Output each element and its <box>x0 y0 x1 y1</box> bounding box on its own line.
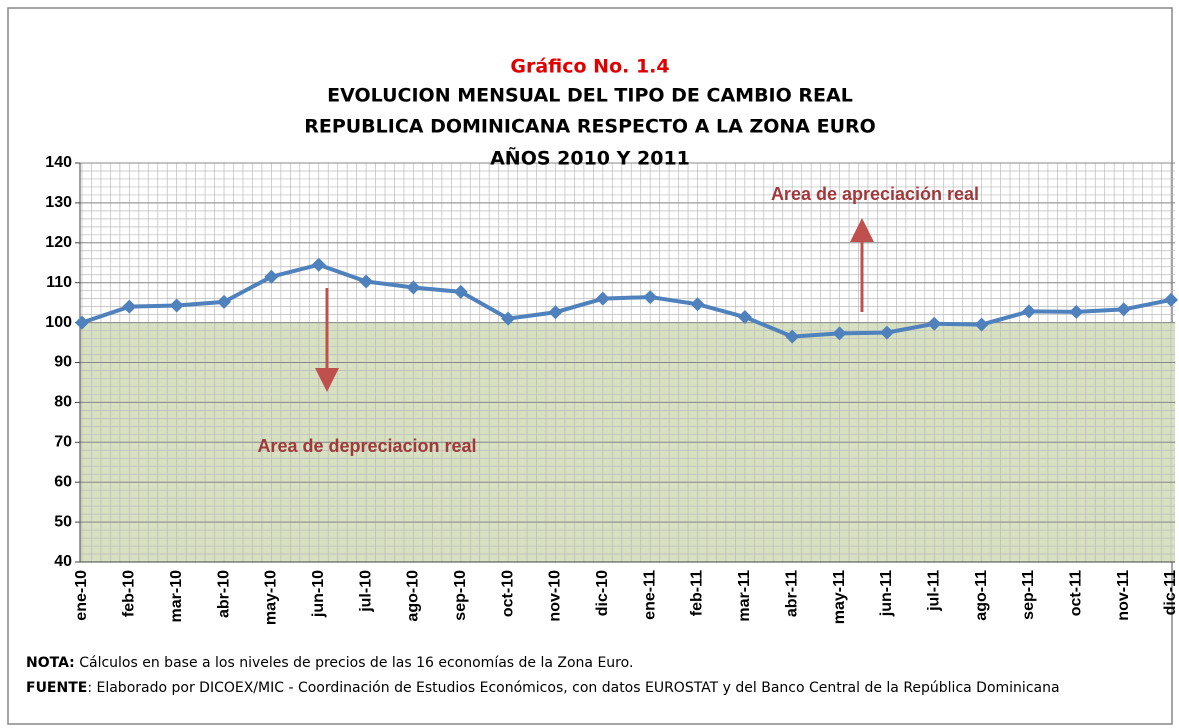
x-tick-label: dic-10 <box>594 570 611 616</box>
data-point <box>974 317 989 332</box>
annotation: Area de depreciacion real <box>257 436 476 456</box>
data-point <box>501 311 516 326</box>
note-label: NOTA: <box>26 655 75 671</box>
y-tick-label: 90 <box>54 354 72 371</box>
data-point <box>264 269 279 284</box>
y-tick-label: 50 <box>54 513 72 530</box>
subtitle: EVOLUCION MENSUAL DEL TIPO DE CAMBIO REA… <box>327 85 853 107</box>
y-tick-label: 100 <box>45 314 72 331</box>
x-tick-label: mar-11 <box>736 570 753 622</box>
note-text: : Elaborado por DICOEX/MIC - Coordinació… <box>87 680 1060 696</box>
x-tick-label: dic-11 <box>1162 570 1179 615</box>
data-point <box>311 257 326 272</box>
x-tick-label: abr-10 <box>215 570 232 618</box>
data-point <box>595 291 610 306</box>
y-tick-label: 140 <box>45 154 72 171</box>
note: NOTA: Cálculos en base a los niveles de … <box>26 651 1146 675</box>
note: FUENTE: Elaborado por DICOEX/MIC - Coord… <box>26 676 1146 700</box>
x-tick-label: jun-11 <box>878 570 895 617</box>
data-point <box>548 305 563 320</box>
plot-area: 40 50 60 70 80 90 100 110 120 130 140 ene-10 feb-10 m… <box>45 154 1179 625</box>
note-label: FUENTE <box>26 680 88 696</box>
x-tick-label: jul-10 <box>357 570 374 613</box>
x-tick-label: ene-11 <box>641 570 658 620</box>
y-tick-label: 120 <box>45 234 72 251</box>
data-point <box>643 290 658 305</box>
x-tick-label: feb-11 <box>689 570 706 616</box>
x-tick-label: feb-10 <box>121 570 138 617</box>
x-tick-label: jun-10 <box>310 570 327 618</box>
series-line <box>81 262 1172 339</box>
data-point <box>359 274 374 289</box>
y-tick-label: 70 <box>54 434 72 451</box>
data-point <box>690 297 705 312</box>
data-point <box>406 280 421 295</box>
data-point <box>927 316 942 331</box>
y-tick-label: 40 <box>54 553 72 570</box>
subtitle: AÑOS 2010 Y 2011 <box>490 146 690 170</box>
data-point <box>879 325 894 340</box>
x-tick-label: mar-10 <box>168 570 185 623</box>
data-point <box>1164 292 1178 307</box>
subtitle: REPUBLICA DOMINICANA RESPECTO A LA ZONA … <box>304 116 876 138</box>
y-tick-label: 130 <box>45 194 72 211</box>
x-tick-label: sep-11 <box>1020 570 1037 620</box>
data-point <box>785 329 800 344</box>
x-tick-label: nov-10 <box>547 570 564 622</box>
x-tick-label: ene-10 <box>73 570 90 621</box>
x-tick-label: oct-11 <box>1068 570 1085 616</box>
x-tick-label: sep-10 <box>452 570 469 621</box>
note-text: Cálculos en base a los niveles de precio… <box>74 655 634 671</box>
x-tick-label: may-10 <box>263 570 280 625</box>
data-point <box>217 294 232 309</box>
x-tick-label: oct-10 <box>499 570 516 617</box>
data-point <box>1069 304 1084 319</box>
x-tick-label: abr-11 <box>783 570 800 617</box>
x-tick-label: ago-10 <box>405 570 422 622</box>
x-tick-label: nov-11 <box>1115 570 1132 621</box>
x-tick-label: may-11 <box>831 570 848 624</box>
data-point <box>1021 304 1036 319</box>
data-point <box>75 315 89 330</box>
y-tick-label: 110 <box>46 274 72 291</box>
annotation: Area de apreciación real <box>771 184 979 204</box>
y-tick-label: 60 <box>54 473 72 490</box>
data-point <box>832 326 847 341</box>
data-point <box>169 298 184 313</box>
data-point <box>122 299 137 314</box>
y-tick-label: 80 <box>54 394 72 411</box>
chart-title: Gráfico No. 1.4 <box>510 56 669 78</box>
data-point <box>737 310 752 325</box>
data-point <box>1116 302 1131 317</box>
data-point <box>453 284 468 299</box>
x-tick-label: jul-11 <box>925 570 942 612</box>
x-tick-label: ago-11 <box>973 570 990 621</box>
